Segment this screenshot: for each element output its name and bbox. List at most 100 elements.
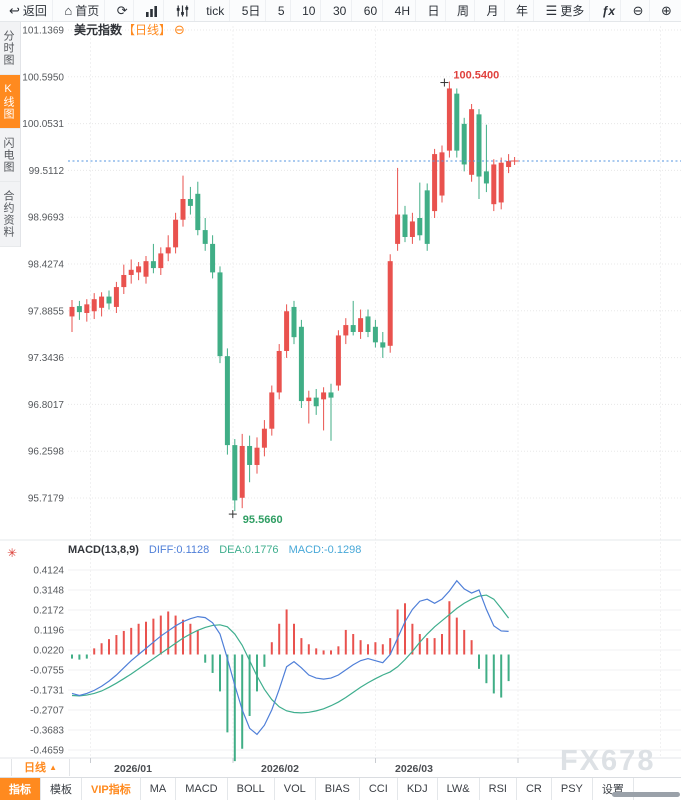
toolbar-period-30-label: 30 [332, 3, 347, 18]
macd-plot-area[interactable] [68, 543, 681, 756]
main-y-axis-label: 100.0531 [22, 119, 64, 130]
dea-line [71, 594, 510, 714]
main-y-axis-label: 96.8017 [28, 400, 65, 411]
period-tag: 【日线】 [123, 23, 172, 37]
toolbar-back[interactable]: ↩ 返回 [4, 0, 53, 21]
macd-macd-value: MACD:-0.1298 [288, 544, 362, 556]
sidebar-tab-lightning-chart[interactable]: 闪电图 [0, 129, 20, 182]
candlestick-series [69, 81, 512, 512]
toolbar-refresh[interactable]: ⟳ [112, 0, 134, 21]
toolbar-home[interactable]: ⌂ 首页 [59, 0, 106, 21]
toolbar-period-60[interactable]: 60 [359, 0, 384, 21]
toolbar-period-5d-label: 5日 [241, 4, 261, 18]
toolbar-kline-style[interactable] [171, 0, 195, 21]
toolbar-period-5d[interactable]: 5日 [237, 0, 267, 21]
toolbar-zoom-in[interactable]: ⊕ [656, 0, 677, 21]
main-y-axis-label: 96.2598 [28, 447, 65, 458]
zoom-in-icon: ⊕ [661, 3, 672, 18]
toolbar-more-label: 更多 [560, 4, 585, 18]
sidebar-tab-time-chart[interactable]: 分时图 [0, 22, 20, 75]
indicator-tab-kdj[interactable]: KDJ [398, 778, 438, 800]
main-y-axis-label: 99.5112 [29, 166, 65, 177]
toolbar-period-10-label: 10 [302, 3, 316, 18]
zoom-out-icon: ⊖ [632, 3, 644, 18]
macd-y-axis-label: -0.4659 [30, 746, 64, 757]
toolbar-period-month[interactable]: 月 [482, 0, 505, 21]
toolbar-zoom-out[interactable]: ⊖ [628, 0, 650, 21]
main-y-axis-label: 97.8855 [28, 306, 65, 317]
indicator-tab-boll[interactable]: BOLL [228, 778, 275, 800]
toolbar-period-day[interactable]: 日 [423, 0, 446, 21]
macd-y-axis-label: 0.2172 [33, 606, 64, 617]
toolbar-chart-type[interactable] [140, 0, 165, 21]
toolbar-period-tick-label: tick [206, 3, 225, 18]
toolbar-formula-label: ƒx [601, 3, 616, 18]
main-y-axis-label: 98.4274 [28, 260, 65, 271]
toolbar-period-60-label: 60 [363, 3, 378, 18]
indicator-tab-vip-indicator[interactable]: VIP指标 [82, 778, 141, 800]
indicator-tab-bias[interactable]: BIAS [316, 778, 360, 800]
main-y-axis-label: 100.5950 [22, 72, 64, 83]
low-marker-cross [228, 510, 237, 519]
gridlines: 101.1369 100.5950 100.0531 99.5112 98.9693 98… [0, 26, 681, 775]
indicator-tab-macd[interactable]: MACD [176, 778, 228, 800]
indicator-tab-template[interactable]: 模板 [41, 778, 82, 800]
more-icon: ☰ [545, 3, 558, 18]
indicator-tab-vol[interactable]: VOL [275, 778, 316, 800]
macd-y-axis-label: 0.4124 [33, 566, 64, 577]
indicator-tab-indicator[interactable]: 指标 [0, 778, 41, 800]
indicator-tab-lwr[interactable]: LW& [438, 778, 480, 800]
chevron-up-icon: ▲ [49, 763, 57, 772]
toolbar-period-year[interactable]: 年 [511, 0, 535, 21]
main-y-axis-label: 98.9693 [28, 213, 65, 224]
macd-params-label[interactable]: MACD(13,8,9) [68, 544, 139, 556]
indicator-tab-psy[interactable]: PSY [552, 778, 593, 800]
toolbar-period-30[interactable]: 30 [328, 0, 353, 21]
toolbar-period-week-label: 周 [457, 4, 470, 18]
toolbar-back-label: 返回 [22, 4, 47, 18]
period-selector[interactable]: 日线 ▲ [11, 759, 70, 776]
collapse-panel-icon[interactable]: ⊖ [174, 22, 185, 37]
macd-y-axis-label: 0.3148 [33, 586, 64, 597]
indicator-settings-icon[interactable]: ✳ [7, 546, 18, 560]
indicator-tab-rsi[interactable]: RSI [480, 778, 517, 800]
toolbar-period-month-label: 月 [486, 4, 499, 18]
macd-y-axis-label: -0.3683 [30, 726, 64, 737]
macd-header: MACD(13,8,9) DIFF:0.1128 DEA:0.1776 MACD… [68, 544, 361, 556]
macd-y-axis-label: -0.1731 [30, 686, 64, 697]
toolbar-period-year-label: 年 [516, 4, 529, 18]
sliders-icon [176, 5, 188, 16]
toolbar-more[interactable]: ☰ 更多 [541, 0, 591, 21]
back-icon: ↩ [9, 3, 20, 18]
toolbar-formula[interactable]: ƒx [597, 0, 622, 21]
indicator-tab-cci[interactable]: CCI [360, 778, 398, 800]
sidebar-tab-contract-info[interactable]: 合约资料 [0, 182, 20, 247]
low-price-label: 95.5660 [243, 514, 283, 526]
main-plot-area[interactable] [68, 25, 681, 537]
indicator-tab-ma[interactable]: MA [141, 778, 177, 800]
symbol-name: 美元指数 [74, 23, 123, 37]
period-selector-label: 日线 [24, 762, 46, 774]
x-axis-label: 2026/01 [114, 763, 152, 775]
toolbar-period-5[interactable]: 5 [273, 0, 291, 21]
chart-title: 美元指数 【日线】 ⊖ [74, 21, 185, 38]
toolbar-period-10[interactable]: 10 [297, 0, 322, 21]
macd-series [71, 579, 510, 762]
macd-y-axis-label: 0.1196 [34, 626, 64, 637]
main-y-axis-label: 97.3436 [28, 353, 65, 364]
chart-type-sidebar: 分时图 K线图 闪电图 合约资料 [0, 22, 21, 247]
toolbar-period-week[interactable]: 周 [452, 0, 476, 21]
high-marker-cross [440, 78, 449, 87]
horizontal-scrollbar[interactable] [612, 792, 680, 797]
refresh-icon: ⟳ [116, 3, 128, 18]
main-y-axis-label: 101.1369 [22, 26, 64, 37]
indicator-tab-cr[interactable]: CR [517, 778, 552, 800]
last-price-cross [510, 156, 519, 165]
toolbar-period-tick[interactable]: tick [201, 0, 231, 21]
toolbar-period-4h-label: 4H [394, 3, 410, 18]
x-axis-label: 2026/03 [395, 763, 433, 775]
toolbar-period-4h[interactable]: 4H [390, 0, 416, 21]
sidebar-tab-kline-chart[interactable]: K线图 [0, 75, 20, 129]
high-price-label: 100.5400 [453, 70, 499, 82]
